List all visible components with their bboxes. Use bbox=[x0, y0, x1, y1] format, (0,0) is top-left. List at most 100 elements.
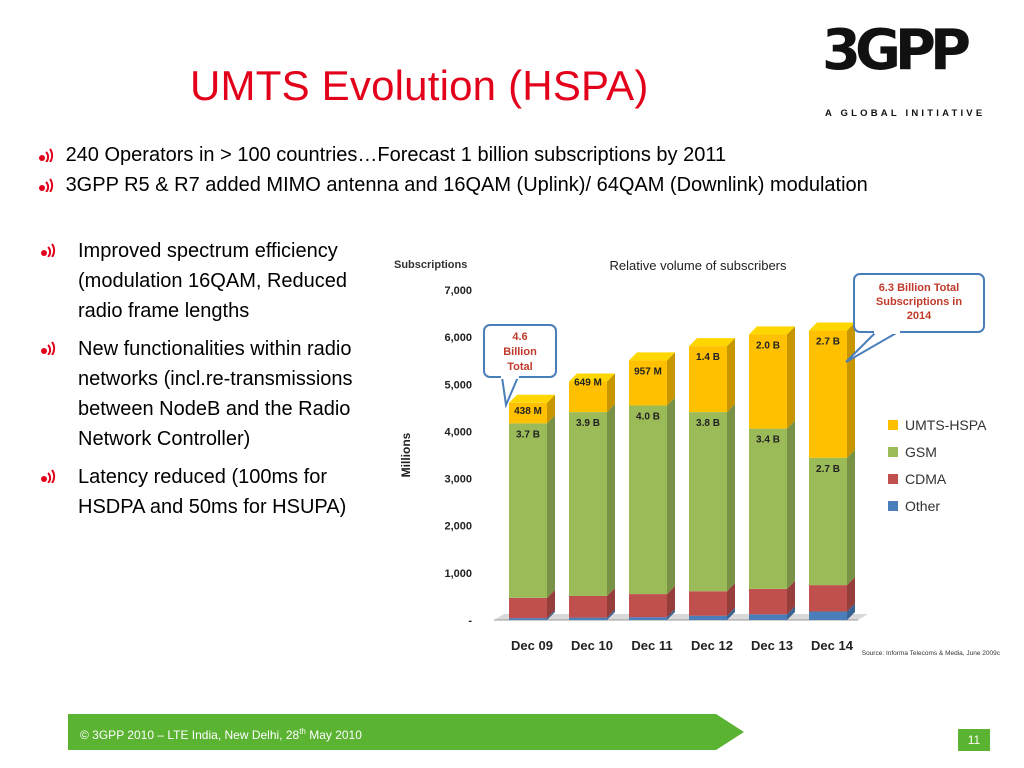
x-tick-label: Dec 13 bbox=[751, 638, 793, 653]
bullet-item: New functionalities within radio network… bbox=[40, 334, 370, 454]
x-tick-label: Dec 11 bbox=[631, 638, 672, 653]
bar-side bbox=[787, 580, 795, 615]
data-label-gsm: 3.8 B bbox=[696, 418, 720, 429]
top-bullet-list: 240 Operators in > 100 countries…Forecas… bbox=[38, 140, 998, 200]
bar-side bbox=[787, 326, 795, 429]
bar-segment-other bbox=[509, 618, 547, 620]
logo-mark: 3GPP bbox=[822, 18, 971, 83]
slide-title: UMTS Evolution (HSPA) bbox=[190, 62, 649, 109]
bullet-item: 240 Operators in > 100 countries…Forecas… bbox=[38, 140, 998, 170]
y-tick-label: 3,000 bbox=[444, 474, 472, 486]
data-label-umts: 649 M bbox=[574, 378, 602, 389]
bar-segment-umts-hspa bbox=[809, 330, 847, 458]
bar-side bbox=[547, 394, 555, 424]
side-bullet-list: Improved spectrum efficiency (modulation… bbox=[40, 236, 370, 530]
page-number: 11 bbox=[958, 729, 990, 751]
bar-side bbox=[727, 583, 735, 616]
legend-label: UMTS-HSPA bbox=[905, 417, 987, 433]
bar-segment-cdma bbox=[569, 595, 607, 618]
callout-text-line: Billion bbox=[503, 346, 537, 358]
data-label-gsm: 4.0 B bbox=[636, 412, 660, 423]
bar-top bbox=[509, 394, 555, 403]
bar-side bbox=[787, 606, 795, 620]
y-tick-label: - bbox=[468, 615, 472, 627]
x-tick-label: Dec 10 bbox=[571, 638, 613, 653]
x-tick-label: Dec 12 bbox=[691, 638, 733, 653]
bar-side bbox=[847, 449, 855, 586]
footer-text-after: May 2010 bbox=[305, 728, 362, 742]
signal-bullet-icon bbox=[41, 243, 56, 257]
signal-bullet-icon bbox=[41, 469, 56, 483]
subscriptions-chart: Subscriptions Relative volume of subscrib… bbox=[394, 258, 1001, 657]
callout-text-line: 4.6 bbox=[512, 331, 527, 343]
footer-text-main: © 3GPP 2010 – LTE India, New Delhi, 28 bbox=[80, 728, 300, 742]
bar-segment-gsm bbox=[509, 423, 547, 598]
bar-segment-umts-hspa bbox=[509, 402, 547, 424]
callout-text-line: Total bbox=[507, 361, 532, 373]
bar-top bbox=[809, 322, 855, 331]
data-label-umts: 438 M bbox=[514, 406, 542, 417]
y-tick-label: 5,000 bbox=[444, 379, 472, 391]
bar-segment-umts-hspa bbox=[749, 334, 787, 429]
legend-swatch bbox=[888, 420, 898, 430]
legend-swatch bbox=[888, 447, 898, 457]
signal-bullet-icon bbox=[39, 178, 54, 192]
bar-segment-gsm bbox=[689, 412, 727, 592]
legend-label: Other bbox=[905, 498, 940, 514]
bar-top bbox=[689, 338, 735, 347]
logo-tagline: A GLOBAL INITIATIVE bbox=[825, 108, 986, 119]
bar-side bbox=[547, 610, 555, 620]
bullet-item: Improved spectrum efficiency (modulation… bbox=[40, 236, 370, 326]
y-tick-label: 1,000 bbox=[444, 568, 472, 580]
y-tick-label: 7,000 bbox=[444, 285, 472, 297]
bar-side bbox=[847, 322, 855, 458]
legend-label: CDMA bbox=[905, 471, 947, 487]
bar-segment-gsm bbox=[749, 428, 787, 589]
callout-pointer-mask bbox=[501, 373, 519, 379]
footer-text-sup: th bbox=[299, 727, 306, 736]
bar-segment-cdma bbox=[689, 591, 727, 616]
bar-side bbox=[727, 338, 735, 413]
bar-side bbox=[787, 420, 795, 589]
legend-swatch bbox=[888, 474, 898, 484]
bar-side bbox=[607, 404, 615, 596]
bar-segment-umts-hspa bbox=[569, 381, 607, 413]
bullet-item: Latency reduced (100ms for HSDPA and 50m… bbox=[40, 462, 370, 522]
bar-segment-umts-hspa bbox=[629, 360, 667, 406]
data-label-umts: 2.7 B bbox=[816, 337, 840, 348]
footer-arrow-bar bbox=[68, 714, 744, 750]
data-label-umts: 2.0 B bbox=[756, 340, 780, 351]
bar-side bbox=[667, 352, 675, 406]
callout-box bbox=[853, 273, 985, 333]
bar-side bbox=[667, 586, 675, 618]
bullet-text: 240 Operators in > 100 countries…Forecas… bbox=[65, 144, 727, 166]
data-label-umts: 1.4 B bbox=[696, 352, 720, 363]
x-tick-label: Dec 09 bbox=[511, 638, 553, 653]
bar-side bbox=[847, 603, 855, 620]
signal-bullet-icon bbox=[39, 148, 54, 162]
bar-side bbox=[547, 589, 555, 619]
bullet-text: New functionalities within radio network… bbox=[78, 338, 353, 450]
chart-title: Relative volume of subscribers bbox=[609, 258, 787, 273]
callout-text-line: 6.3 Billion Total bbox=[879, 282, 959, 294]
bar-side bbox=[547, 415, 555, 598]
chart-source: Source: Informa Telecoms & Media, June 2… bbox=[862, 650, 1001, 657]
footer-copyright: © 3GPP 2010 – LTE India, New Delhi, 28th… bbox=[80, 727, 362, 742]
bar-side bbox=[667, 609, 675, 620]
bar-top bbox=[629, 352, 675, 361]
bar-side bbox=[727, 404, 735, 592]
bar-side bbox=[607, 373, 615, 413]
data-label-gsm: 3.4 B bbox=[756, 435, 780, 446]
bar-segment-other bbox=[629, 617, 667, 620]
bar-top bbox=[569, 373, 615, 382]
legend-label: GSM bbox=[905, 444, 937, 460]
data-label-gsm: 2.7 B bbox=[816, 464, 840, 475]
bar-segment-gsm bbox=[809, 457, 847, 586]
callout-text-line: Subscriptions in bbox=[876, 296, 962, 308]
y-axis-label: Millions bbox=[399, 432, 413, 477]
bar-segment-gsm bbox=[569, 412, 607, 596]
data-label-gsm: 3.7 B bbox=[516, 429, 540, 440]
legend-swatch bbox=[888, 501, 898, 511]
bullet-item: 3GPP R5 & R7 added MIMO antenna and 16QA… bbox=[38, 170, 998, 200]
bar-segment-cdma bbox=[749, 588, 787, 615]
